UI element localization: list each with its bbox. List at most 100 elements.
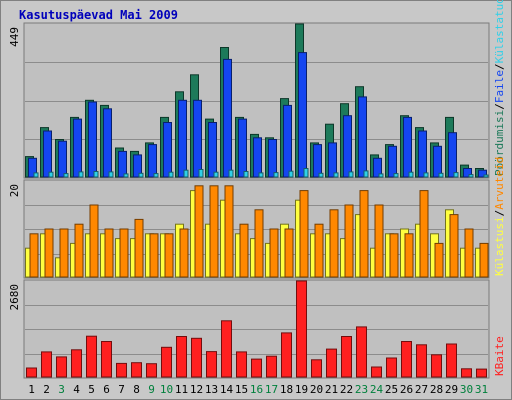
bar-top-s2-day-12 <box>193 99 202 178</box>
bar-top-s2-day-15 <box>238 118 247 178</box>
bar-top-s3-day-9 <box>153 173 159 178</box>
bar-bottom-s1-day-31 <box>476 368 487 378</box>
bar-bottom-s1-day-17 <box>266 355 277 378</box>
x-tick-label-day-18: 18 <box>280 383 293 396</box>
bar-top-s3-day-28 <box>438 172 444 178</box>
bar-middle-s2-day-17 <box>269 228 279 278</box>
x-tick-label-day-16: 16 <box>250 383 263 396</box>
bar-bottom-s1-day-10 <box>161 346 172 378</box>
x-tick-label-day-1: 1 <box>28 383 35 396</box>
bar-top-s3-day-4 <box>78 171 84 178</box>
bar-top-s2-day-2 <box>43 130 52 178</box>
bar-top-s3-day-6 <box>108 171 114 178</box>
bar-top-s3-day-10 <box>168 171 174 178</box>
bar-bottom-s1-day-20 <box>311 359 322 378</box>
bar-top-s2-day-5 <box>88 101 97 178</box>
bar-top-s2-day-9 <box>148 144 157 178</box>
bar-top-s2-day-27 <box>418 130 427 178</box>
x-tick-label-day-13: 13 <box>205 383 218 396</box>
bar-middle-s2-day-22 <box>344 204 354 278</box>
bar-top-s2-day-16 <box>253 137 262 178</box>
bar-middle-s2-day-21 <box>329 209 339 278</box>
bar-middle-s2-day-12 <box>194 185 204 278</box>
bar-bottom-s1-day-4 <box>71 349 82 378</box>
bar-top-s2-day-19 <box>298 52 307 178</box>
bar-top-s3-day-31 <box>483 174 489 178</box>
bar-bottom-s1-day-19 <box>296 280 307 378</box>
panel-bottom-max-label: 2680 <box>8 284 21 311</box>
bar-top-s3-day-13 <box>213 171 219 178</box>
x-tick-label-day-29: 29 <box>445 383 458 396</box>
legend-separator: / <box>493 103 506 110</box>
x-tick-label-day-5: 5 <box>88 383 95 396</box>
bar-top-s3-day-14 <box>228 169 234 178</box>
bar-top-s2-day-29 <box>448 132 457 178</box>
x-tick-label-day-6: 6 <box>103 383 110 396</box>
bar-middle-s2-day-31 <box>479 242 489 278</box>
x-tick-label-day-7: 7 <box>118 383 125 396</box>
x-tick-label-day-9: 9 <box>148 383 155 396</box>
bar-top-s2-day-8 <box>133 154 142 178</box>
bar-bottom-s1-day-22 <box>341 336 352 378</box>
bar-top-s3-day-26 <box>408 171 414 178</box>
x-tick-label-day-23: 23 <box>355 383 368 396</box>
bar-top-s2-day-4 <box>73 118 82 178</box>
bar-bottom-s1-day-12 <box>191 337 202 378</box>
bar-bottom-s1-day-6 <box>101 341 112 378</box>
bar-top-s2-day-31 <box>478 169 487 178</box>
bar-bottom-s1-day-11 <box>176 336 187 378</box>
bar-top-s3-day-27 <box>423 172 429 178</box>
x-tick-label-day-14: 14 <box>220 383 234 396</box>
x-tick-label-day-24: 24 <box>370 383 384 396</box>
bar-top-s3-day-16 <box>258 172 264 178</box>
bar-bottom-s1-day-16 <box>251 358 262 378</box>
bar-bottom-s1-day-28 <box>431 354 442 378</box>
bar-bottom-s1-day-14 <box>221 320 232 378</box>
bar-middle-s2-day-7 <box>119 228 129 278</box>
legend-separator: / <box>493 63 506 70</box>
bar-top-s3-day-8 <box>138 172 144 178</box>
bar-top-s3-day-25 <box>393 173 399 178</box>
bar-top-s3-day-18 <box>288 170 294 178</box>
bar-bottom-s1-day-7 <box>116 362 127 378</box>
x-tick-label-day-12: 12 <box>190 383 203 396</box>
bar-bottom-s1-day-15 <box>236 351 247 378</box>
bar-top-s3-day-15 <box>243 171 249 178</box>
panel-middle-max-label: 20 <box>8 184 21 197</box>
bar-bottom-s1-day-30 <box>461 368 472 378</box>
bar-bottom-s1-day-13 <box>206 351 217 378</box>
bar-top-s3-day-1 <box>33 172 39 178</box>
bar-top-s2-day-18 <box>283 104 292 178</box>
x-tick-label-day-11: 11 <box>175 383 188 396</box>
bar-top-s2-day-14 <box>223 58 232 178</box>
bar-bottom-s1-day-8 <box>131 362 142 378</box>
bar-top-s2-day-20 <box>313 144 322 178</box>
bar-top-s3-day-23 <box>363 170 369 178</box>
bar-top-s2-day-7 <box>118 150 127 178</box>
bar-middle-s2-day-9 <box>149 233 159 278</box>
bar-middle-s2-day-15 <box>239 223 249 278</box>
bar-top-s3-day-12 <box>198 169 204 178</box>
bar-middle-s2-day-3 <box>59 228 69 278</box>
bar-bottom-s1-day-23 <box>356 326 367 378</box>
bar-top-s2-day-10 <box>163 122 172 178</box>
bar-middle-s2-day-19 <box>299 190 309 278</box>
legend-top: Pöördumisi/Faile/Külastatud lehti <box>493 0 506 176</box>
x-tick-label-day-28: 28 <box>430 383 443 396</box>
bar-top-s2-day-24 <box>373 157 382 178</box>
bar-top-s2-day-13 <box>208 122 217 178</box>
bar-top-s3-day-17 <box>273 172 279 178</box>
bar-middle-s2-day-2 <box>44 228 54 278</box>
bar-middle-s2-day-10 <box>164 233 174 278</box>
bar-top-s2-day-26 <box>403 116 412 178</box>
x-tick-label-day-2: 2 <box>43 383 50 396</box>
bar-bottom-s1-day-21 <box>326 348 337 378</box>
bar-top-s3-day-21 <box>333 172 339 178</box>
bar-top-s2-day-6 <box>103 108 112 178</box>
bar-middle-s2-day-1 <box>29 233 39 278</box>
x-tick-label-day-4: 4 <box>73 383 80 396</box>
bar-middle-s2-day-30 <box>464 228 474 278</box>
bar-middle-s2-day-4 <box>74 223 84 278</box>
bar-top-s2-day-1 <box>28 157 37 178</box>
